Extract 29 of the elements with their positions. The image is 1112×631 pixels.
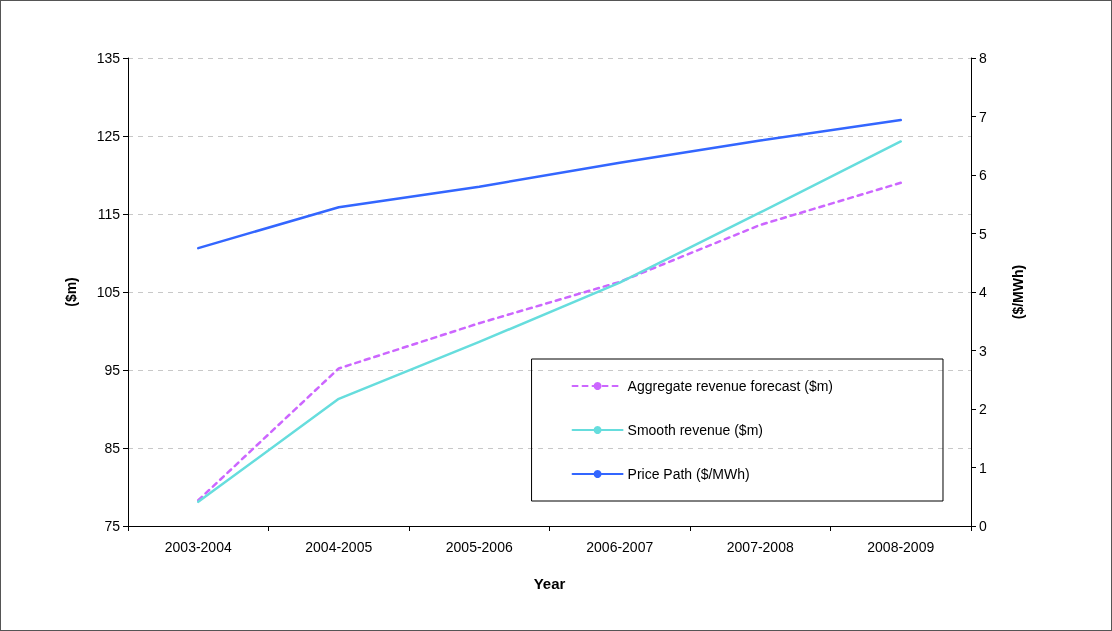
y2-tick-label: 0 [979,518,987,534]
y2-tick-label: 1 [979,459,987,476]
y-tick-label: 85 [104,440,121,456]
y-tick-label: 135 [96,50,121,66]
x-tick-label: 2005-2006 [445,539,513,555]
x-tick-label: 2004-2005 [305,539,373,555]
line-series [197,118,902,250]
y-tick-label: 95 [104,362,121,378]
legend-label: Aggregate revenue forecast ($m) [627,378,834,394]
y2-tick-label: 6 [979,167,987,183]
legend-label: Smooth revenue ($m) [627,422,763,438]
y2-tick-label: 3 [979,342,987,359]
y2-tick-label: 5 [979,225,987,242]
x-axis-title: Year [533,575,566,592]
y-tick-label: 125 [96,128,121,144]
y2-tick-label: 8 [979,50,987,66]
x-tick-label: 2008-2009 [867,539,935,555]
legend-label: Price Path ($/MWh) [627,466,750,482]
y2-tick-label: 4 [979,284,987,300]
x-tick-label: 2006-2007 [586,539,654,555]
y2-tick-label: 7 [979,108,987,125]
y-tick-label: 105 [96,284,121,300]
y-tick-label: 115 [97,206,121,222]
y-tick-label: 75 [104,518,121,534]
y-axis-title: ($m) [63,277,79,307]
x-tick-label: 2007-2008 [726,539,794,555]
x-tick-label: 2003-2004 [164,539,232,555]
y2-tick-label: 2 [979,401,987,417]
y2-axis-title: ($/MWh) [1010,264,1026,320]
